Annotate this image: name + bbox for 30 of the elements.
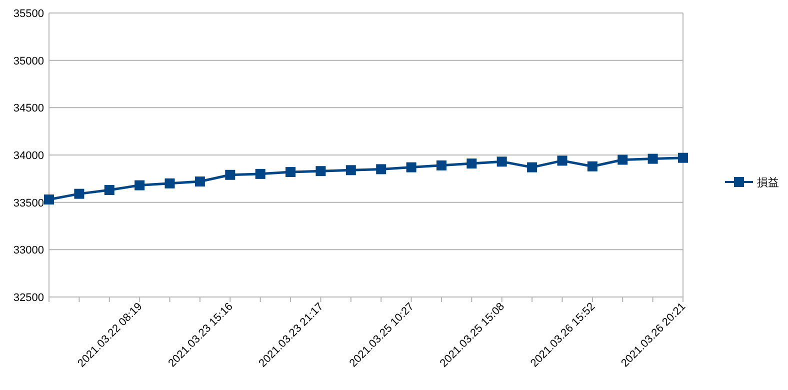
point: [164, 178, 175, 188]
point: [74, 188, 84, 199]
point: [527, 162, 538, 172]
legend-label: 損益: [757, 177, 779, 189]
point: [194, 176, 205, 187]
point: [44, 194, 54, 204]
point: [678, 152, 688, 163]
y-tick-label: 32500: [13, 292, 44, 304]
point: [286, 167, 296, 178]
point: [316, 166, 326, 176]
point: [225, 170, 236, 180]
y-tick-label: 34000: [13, 150, 44, 162]
point: [134, 180, 145, 190]
point: [496, 156, 507, 167]
y-tick-label: 35000: [13, 55, 44, 68]
y-tick-label: 35500: [13, 8, 44, 20]
y-tick-label: 33000: [13, 244, 44, 257]
point: [104, 185, 114, 196]
point: [587, 161, 598, 172]
y-tick-label: 34500: [13, 102, 44, 115]
point: [466, 158, 477, 169]
point: [436, 160, 446, 170]
point: [376, 164, 386, 174]
point: [406, 162, 416, 172]
point: [557, 156, 568, 166]
point: [346, 165, 356, 176]
point: [618, 154, 628, 165]
point: [255, 168, 266, 179]
point: [648, 154, 658, 164]
y-tick-label: 33500: [13, 197, 44, 210]
